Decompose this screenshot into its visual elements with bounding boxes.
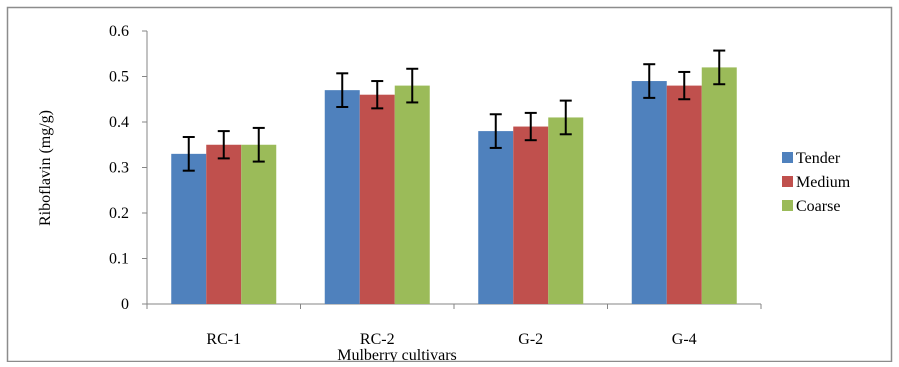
x-tick-label: RC-2 xyxy=(360,331,395,348)
y-tick-label: 0.4 xyxy=(109,114,129,131)
x-tick-label: G-2 xyxy=(518,331,543,348)
y-tick-label: 0.5 xyxy=(109,69,129,86)
y-tick-label: 0.2 xyxy=(109,205,129,222)
y-axis-label: Riboflavin (mg/g) xyxy=(37,110,54,226)
x-tick-label: G-4 xyxy=(672,331,697,348)
bar-coarse xyxy=(241,144,277,304)
legend-label-coarse: Coarse xyxy=(796,198,840,215)
bar-medium xyxy=(359,94,395,304)
bar-coarse xyxy=(548,117,584,304)
legend-label-tender: Tender xyxy=(796,150,841,167)
bar-tender xyxy=(478,131,514,304)
bar-tender xyxy=(324,90,360,305)
bar-tender xyxy=(171,153,207,304)
bar-coarse xyxy=(394,85,430,304)
x-tick-label: RC-1 xyxy=(206,331,241,348)
bar-medium xyxy=(206,144,242,304)
y-tick-label: 0 xyxy=(121,296,129,313)
legend-swatch-coarse xyxy=(782,200,793,211)
bar-tender xyxy=(631,81,667,304)
y-tick-label: 0.6 xyxy=(109,23,129,40)
legend-label-medium: Medium xyxy=(796,174,851,191)
bar-medium xyxy=(666,85,702,304)
x-axis-label: Mulberry cultivars xyxy=(337,347,457,362)
legend-swatch-medium xyxy=(782,176,793,187)
y-tick-label: 0.1 xyxy=(109,251,129,268)
bar-medium xyxy=(513,126,549,304)
bar-coarse xyxy=(701,67,737,305)
y-tick-label: 0.3 xyxy=(109,160,129,177)
legend-swatch-tender xyxy=(782,152,793,163)
chart-border xyxy=(6,6,893,363)
